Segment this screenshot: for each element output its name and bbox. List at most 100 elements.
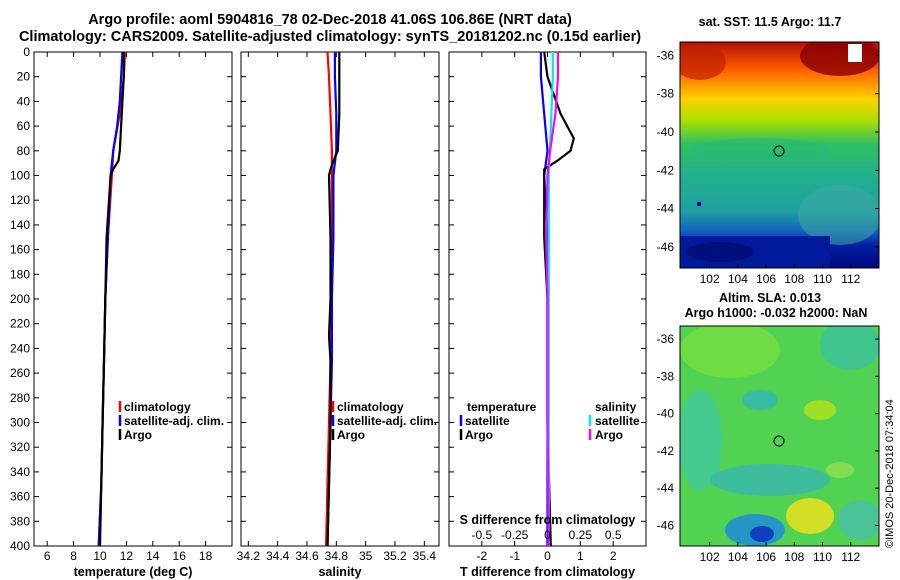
y-tick-label: 200	[10, 292, 30, 306]
legend-label: satellite-adj. clim.	[337, 414, 437, 428]
y-tick-label: 0	[23, 45, 30, 59]
y-tick-label: 100	[10, 169, 30, 183]
sla-map-y-tick-label: -44	[657, 481, 675, 495]
sla-map-y-tick-label: -42	[657, 444, 675, 458]
legend-label: climatology	[337, 400, 404, 414]
x-tick-label-difference: 0	[544, 549, 551, 563]
sla-map-x-tick-label: 106	[756, 550, 776, 564]
salinity-difference-tick-label: -0.5	[471, 528, 492, 542]
x-tick-label-difference: 1	[577, 549, 584, 563]
y-tick-label: 400	[10, 539, 30, 553]
legend-label: Argo	[465, 428, 493, 442]
y-tick-label: 120	[10, 193, 30, 207]
salinity-difference-tick-label: 0.5	[605, 528, 622, 542]
legend-label: satellite-adj. clim.	[124, 414, 224, 428]
y-tick-label: 380	[10, 514, 30, 528]
x-tick-label-temperature: 8	[70, 549, 77, 563]
x-tick-label-salinity: 34.6	[295, 549, 319, 563]
sla-argo-marker	[773, 435, 785, 447]
x-tick-label-salinity: 34.4	[266, 549, 290, 563]
plot-frame-temperature	[33, 51, 233, 547]
plot-frame-salinity	[240, 51, 440, 547]
sla-map-title-line2: Argo h1000: -0.032 h2000: NaN	[685, 306, 868, 320]
imos-credit: ©IMOS 20-Dec-2018 07:34:04	[884, 399, 896, 548]
legend-title-salinity: salinity	[595, 400, 637, 414]
y-tick-label: 340	[10, 465, 30, 479]
x-tick-label-temperature: 18	[199, 549, 213, 563]
x-tick-label-salinity: 34.2	[237, 549, 261, 563]
legend-label: satellite	[595, 414, 640, 428]
x-axis-label-difference: T difference from climatology	[460, 565, 635, 579]
sst-map-y-tick-label: -42	[657, 163, 675, 177]
sla-map-x-tick-label: 104	[728, 550, 748, 564]
y-tick-label: 280	[10, 391, 30, 405]
sst-map-x-tick-label: 110	[813, 272, 832, 286]
sst-map-x-tick-label: 104	[728, 272, 748, 286]
legend-label: satellite	[465, 414, 510, 428]
legend-label: Argo	[337, 428, 365, 442]
x-axis-label-temperature: temperature (deg C)	[74, 565, 193, 579]
sla-map-title-line1: Altim. SLA: 0.013	[719, 291, 821, 305]
sst-map-y-tick-label: -40	[657, 125, 675, 139]
sla-map-y-tick-label: -38	[657, 369, 675, 383]
y-tick-label: 140	[10, 218, 30, 232]
x-axis-label-salinity: salinity	[318, 565, 361, 579]
salinity-difference-axis-label: S difference from climatology	[460, 513, 636, 527]
series-line-temperature-argo	[98, 52, 125, 547]
sla-map-y-tick-label: -40	[657, 407, 675, 421]
y-tick-label: 40	[17, 94, 31, 108]
sla-map-x-tick-label: 110	[813, 550, 832, 564]
x-tick-label-salinity: 35.4	[413, 549, 437, 563]
salinity-difference-tick-label: -0.25	[501, 528, 529, 542]
legend-title-temperature: temperature	[467, 400, 537, 414]
y-tick-label: 20	[17, 70, 31, 84]
y-tick-label: 180	[10, 267, 30, 281]
x-tick-label-difference: -1	[509, 549, 520, 563]
x-tick-label-temperature: 6	[44, 549, 51, 563]
legend-label: Argo	[124, 428, 152, 442]
series-line-salinity-climatology	[325, 51, 333, 547]
y-tick-label: 260	[10, 366, 30, 380]
salinity-difference-tick-label: 0.25	[569, 528, 593, 542]
salinity-difference-tick-label: 0	[544, 528, 551, 542]
chart-title-line2: Climatology: CARS2009. Satellite-adjuste…	[18, 29, 642, 45]
sla-map-y-tick-label: -36	[657, 332, 675, 346]
sla-map-x-tick-label: 112	[841, 550, 860, 564]
sla-map-x-tick-label: 102	[700, 550, 720, 564]
sla-map-y-tick-label: -46	[657, 518, 675, 532]
y-tick-label: 360	[10, 490, 30, 504]
x-tick-label-temperature: 12	[120, 549, 134, 563]
y-tick-label: 60	[17, 119, 31, 133]
sst-map-y-tick-label: -36	[657, 48, 675, 62]
legend-label: climatology	[124, 400, 191, 414]
x-tick-label-salinity: 35	[359, 549, 373, 563]
x-tick-label-temperature: 10	[93, 549, 107, 563]
series-line-difference-s-satellite	[547, 52, 554, 546]
x-tick-label-salinity: 34.8	[325, 549, 349, 563]
x-tick-label-temperature: 14	[146, 549, 160, 563]
chart-title-line1: Argo profile: aoml 5904816_78 02-Dec-201…	[88, 12, 572, 28]
y-tick-label: 300	[10, 416, 30, 430]
sst-map-title: sat. SST: 11.5 Argo: 11.7	[699, 15, 842, 29]
sst-map-y-tick-label: -38	[657, 87, 675, 101]
y-tick-label: 160	[10, 243, 30, 257]
sla-map	[679, 325, 880, 547]
series-line-salinity-argo	[326, 52, 341, 547]
y-tick-label: 240	[10, 341, 30, 355]
sst-map-x-tick-label: 108	[784, 272, 804, 286]
sst-map-y-tick-label: -44	[657, 202, 675, 216]
sla-map-x-tick-label: 108	[784, 550, 804, 564]
sst-map-y-tick-label: -46	[657, 240, 675, 254]
y-tick-label: 320	[10, 440, 30, 454]
sst-map-x-tick-label: 102	[700, 272, 720, 286]
sst-map-x-tick-label: 112	[841, 272, 860, 286]
sst-argo-marker	[773, 145, 785, 157]
x-tick-label-difference: -2	[476, 549, 487, 563]
y-tick-label: 220	[10, 317, 30, 331]
x-tick-label-salinity: 35.2	[383, 549, 407, 563]
sst-map	[679, 41, 880, 269]
x-tick-label-difference: 2	[610, 549, 617, 563]
series-line-difference-s-argo	[545, 52, 560, 547]
sst-map-x-tick-label: 106	[756, 272, 776, 286]
